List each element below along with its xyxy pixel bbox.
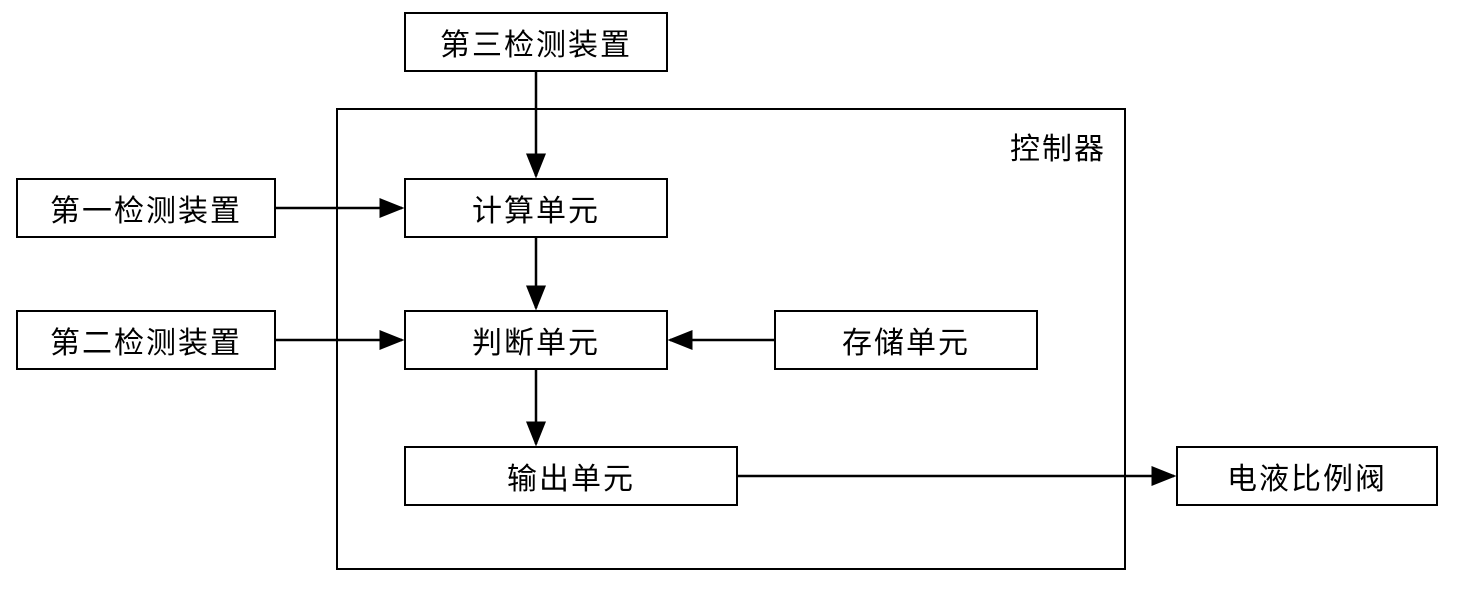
valve-label: 电液比例阀 (1227, 454, 1387, 498)
second-detection-label: 第二检测装置 (50, 318, 242, 362)
third-detection-node: 第三检测装置 (404, 12, 668, 72)
calc-unit-node: 计算单元 (404, 178, 668, 238)
judge-unit-label: 判断单元 (472, 318, 600, 362)
valve-node: 电液比例阀 (1176, 446, 1438, 506)
third-detection-label: 第三检测装置 (440, 20, 632, 64)
output-unit-node: 输出单元 (404, 446, 738, 506)
storage-unit-node: 存储单元 (774, 310, 1038, 370)
output-unit-label: 输出单元 (507, 454, 635, 498)
first-detection-label: 第一检测装置 (50, 186, 242, 230)
storage-unit-label: 存储单元 (842, 318, 970, 362)
calc-unit-label: 计算单元 (472, 186, 600, 230)
controller-label: 控制器 (1010, 124, 1106, 168)
second-detection-node: 第二检测装置 (16, 310, 276, 370)
first-detection-node: 第一检测装置 (16, 178, 276, 238)
judge-unit-node: 判断单元 (404, 310, 668, 370)
